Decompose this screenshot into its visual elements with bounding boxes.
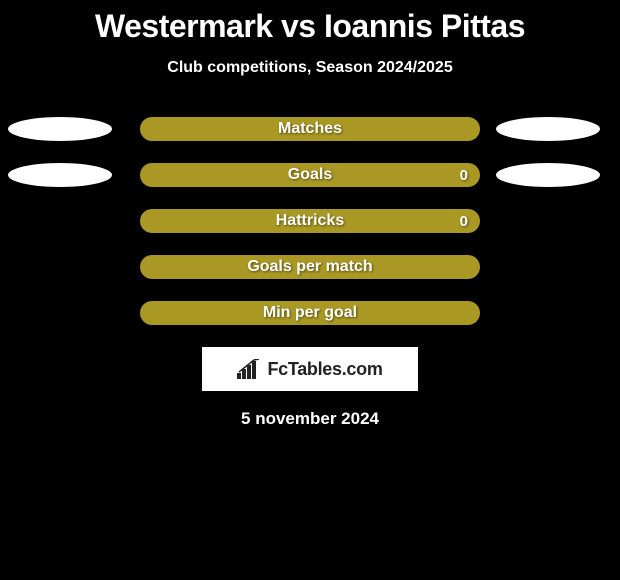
- logo-box: FcTables.com: [202, 347, 418, 391]
- left-ellipse: [8, 117, 112, 141]
- stat-row: Goals 0: [0, 163, 620, 187]
- chart-container: Westermark vs Ioannis Pittas Club compet…: [0, 0, 620, 429]
- stat-value: 0: [460, 167, 468, 184]
- stat-label: Hattricks: [276, 212, 344, 230]
- date-text: 5 november 2024: [241, 409, 379, 429]
- stat-label: Goals: [288, 166, 332, 184]
- stat-value: 0: [460, 213, 468, 230]
- right-ellipse: [496, 163, 600, 187]
- bars-icon: [237, 359, 263, 379]
- stat-bar: Min per goal: [140, 301, 480, 325]
- right-ellipse: [496, 117, 600, 141]
- page-subtitle: Club competitions, Season 2024/2025: [167, 59, 452, 77]
- stat-rows: Matches Goals 0 Hattricks: [0, 117, 620, 325]
- stat-bar: Matches: [140, 117, 480, 141]
- left-ellipse: [8, 163, 112, 187]
- stat-row: Goals per match: [0, 255, 620, 279]
- stat-label: Matches: [278, 120, 342, 138]
- logo-text: FcTables.com: [267, 359, 382, 380]
- stat-row: Matches: [0, 117, 620, 141]
- stat-label: Goals per match: [247, 258, 372, 276]
- stat-bar: Hattricks 0: [140, 209, 480, 233]
- stat-row: Min per goal: [0, 301, 620, 325]
- stat-bar: Goals per match: [140, 255, 480, 279]
- stat-bar: Goals 0: [140, 163, 480, 187]
- stat-label: Min per goal: [263, 304, 357, 322]
- page-title: Westermark vs Ioannis Pittas: [95, 8, 525, 45]
- stat-row: Hattricks 0: [0, 209, 620, 233]
